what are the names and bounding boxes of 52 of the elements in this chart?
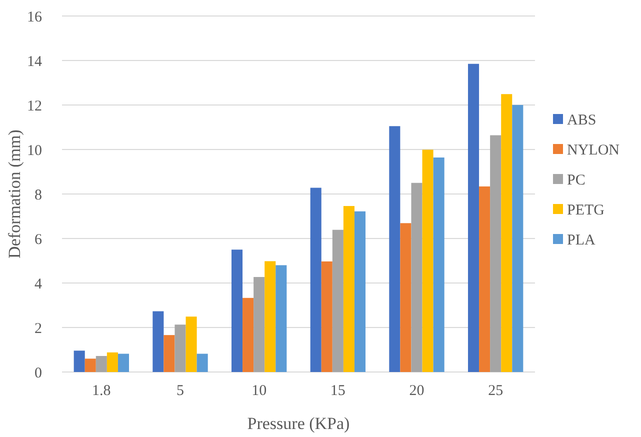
y-tick-label: 2 [34,320,42,337]
bar [164,335,175,372]
bar [118,354,130,372]
x-tick-label: 5 [176,383,184,399]
bar [84,358,96,372]
y-tick-label: 4 [34,276,42,292]
x-axis-title: Pressure (KPa) [247,414,350,433]
y-tick-label: 16 [27,9,42,26]
bar [512,105,524,372]
bar [332,230,344,372]
y-tick-label: 8 [34,187,42,204]
legend-label: NYLON [567,142,620,158]
bar [354,211,366,372]
y-axis-title: Deformation (mm) [5,130,24,258]
bar [231,250,243,372]
bar [106,352,118,372]
bar [242,298,254,372]
bar [422,150,434,372]
x-tick-label: 10 [252,383,267,399]
bar [174,324,186,372]
y-tick-label: 10 [27,142,42,159]
bar [254,276,265,372]
bar [389,126,400,372]
bar [400,223,412,372]
x-tick-label: 20 [409,383,424,399]
bar [264,261,276,372]
y-tick-label: 0 [34,365,42,382]
bar [152,311,164,372]
bar [310,188,322,372]
legend-label: PLA [567,232,596,248]
bar [186,316,197,372]
bar [490,135,502,372]
bar [343,206,354,372]
y-tick-label: 6 [34,232,42,248]
bar [479,186,490,372]
legend-label: PC [567,172,586,188]
bar [411,182,422,372]
bar [196,354,208,372]
x-tick-label: 15 [330,383,346,399]
bar [501,94,512,372]
bar [74,350,85,372]
bar [321,261,332,372]
x-tick-label: 25 [488,383,504,399]
y-tick-label: 12 [27,98,42,114]
bar [276,265,287,372]
legend-label: PETG [567,202,605,218]
legend-label: ABS [567,112,596,128]
bar [468,64,480,372]
x-tick-label: 1.8 [92,383,111,399]
bar [96,356,107,372]
bar [433,158,444,372]
y-tick-label: 14 [27,54,42,70]
